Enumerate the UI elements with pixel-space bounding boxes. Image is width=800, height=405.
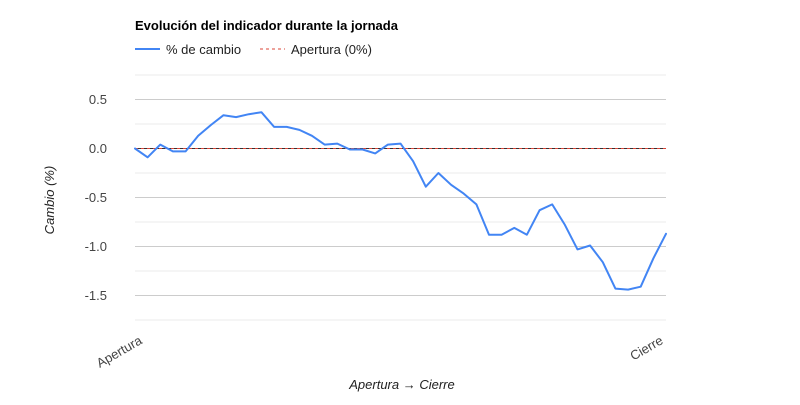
data-point[interactable] xyxy=(246,111,252,117)
data-point[interactable] xyxy=(195,133,201,139)
y-tick-label: -1.5 xyxy=(85,288,107,303)
data-point[interactable] xyxy=(524,232,530,238)
data-point[interactable] xyxy=(435,170,441,176)
data-point[interactable] xyxy=(208,122,214,128)
data-point[interactable] xyxy=(296,127,302,133)
x-axis-label: Apertura → Cierre xyxy=(348,377,454,392)
series-layer xyxy=(132,109,669,293)
data-point[interactable] xyxy=(499,232,505,238)
grid xyxy=(135,74,666,321)
data-point[interactable] xyxy=(461,191,467,197)
y-axis-label: Cambio (%) xyxy=(42,166,57,235)
data-point[interactable] xyxy=(423,184,429,190)
data-point[interactable] xyxy=(233,114,239,120)
data-point[interactable] xyxy=(221,112,227,118)
data-point[interactable] xyxy=(271,124,277,130)
data-point[interactable] xyxy=(157,142,163,148)
data-point[interactable] xyxy=(486,232,492,238)
data-point[interactable] xyxy=(398,141,404,147)
data-point[interactable] xyxy=(410,158,416,164)
y-tick-label: -0.5 xyxy=(85,190,107,205)
data-point[interactable] xyxy=(612,286,618,292)
legend-item-baseline[interactable]: Apertura (0%) xyxy=(260,42,372,57)
legend-label-series: % de cambio xyxy=(166,42,241,57)
data-point[interactable] xyxy=(537,207,543,213)
y-axis-ticks: 0.5 0.0 -0.5 -1.0 -1.5 xyxy=(85,92,107,303)
series-line xyxy=(134,111,667,291)
data-point[interactable] xyxy=(309,133,315,139)
data-point[interactable] xyxy=(170,148,176,154)
data-point[interactable] xyxy=(385,142,391,148)
data-point[interactable] xyxy=(145,154,151,160)
data-point[interactable] xyxy=(322,142,328,148)
data-point[interactable] xyxy=(334,141,340,147)
x-tick-label: Cierre xyxy=(627,333,665,364)
legend-label-baseline: Apertura (0%) xyxy=(291,42,372,57)
data-point[interactable] xyxy=(549,201,555,207)
x-tick-label: Apertura xyxy=(94,332,145,370)
x-axis-ticks: Apertura Cierre xyxy=(94,332,666,370)
legend: % de cambio Apertura (0%) xyxy=(135,42,372,57)
data-point[interactable] xyxy=(638,284,644,290)
y-tick-label: -1.0 xyxy=(85,239,107,254)
data-point[interactable] xyxy=(284,124,290,130)
data-point[interactable] xyxy=(600,259,606,265)
y-tick-label: 0.5 xyxy=(89,92,107,107)
data-point[interactable] xyxy=(360,146,366,152)
y-tick-label: 0.0 xyxy=(89,141,107,156)
data-point[interactable] xyxy=(587,243,593,249)
data-point[interactable] xyxy=(448,182,454,188)
data-point[interactable] xyxy=(575,246,581,252)
data-point[interactable] xyxy=(663,231,669,237)
chart-title: Evolución del indicador durante la jorna… xyxy=(135,18,399,33)
data-point[interactable] xyxy=(625,287,631,293)
legend-item-series[interactable]: % de cambio xyxy=(135,42,241,57)
data-point[interactable] xyxy=(473,201,479,207)
data-point[interactable] xyxy=(650,255,656,261)
data-point[interactable] xyxy=(511,225,517,231)
data-point[interactable] xyxy=(183,148,189,154)
data-point[interactable] xyxy=(562,222,568,228)
data-point[interactable] xyxy=(132,146,138,152)
data-point[interactable] xyxy=(347,146,353,152)
data-point[interactable] xyxy=(372,150,378,156)
data-point[interactable] xyxy=(258,109,264,115)
